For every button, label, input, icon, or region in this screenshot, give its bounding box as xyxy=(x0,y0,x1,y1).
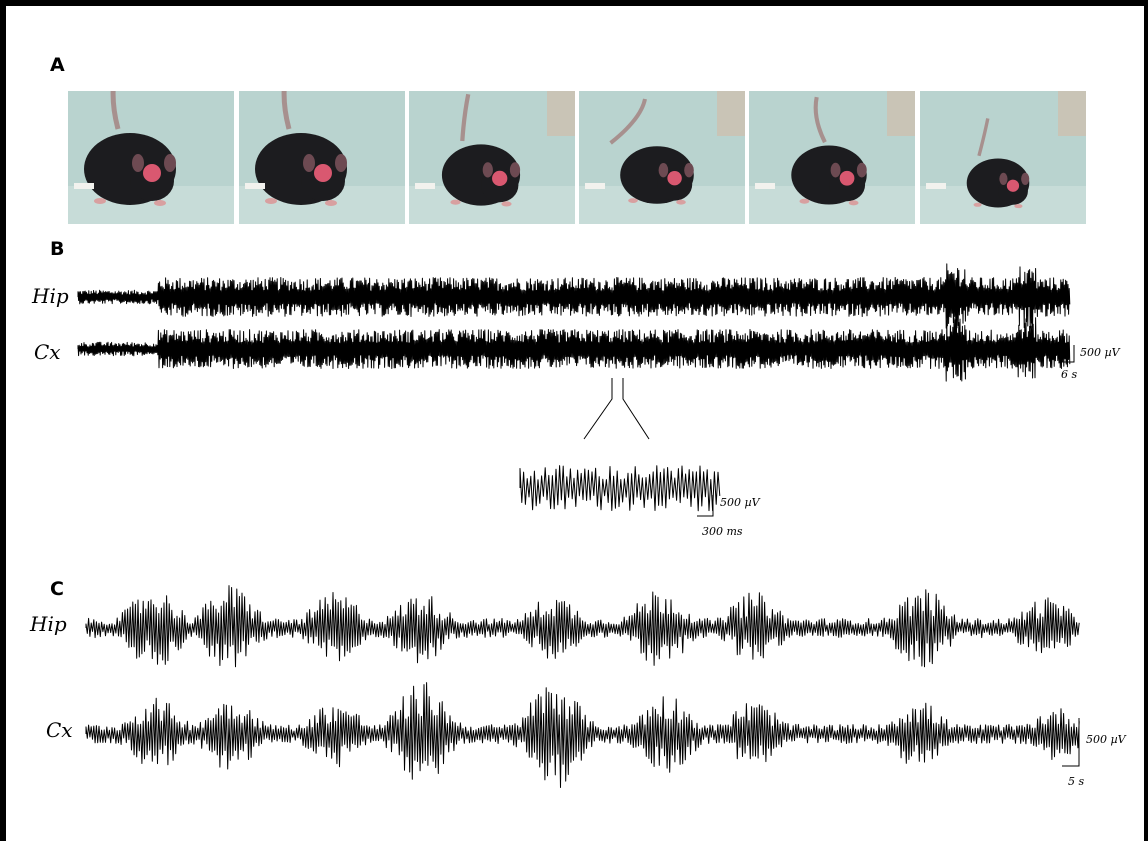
trace-label-c-hip: Hip xyxy=(30,612,67,636)
trace-label-b-hip: Hip xyxy=(32,284,69,308)
scale-voltage-c: 500 µV xyxy=(1086,733,1126,746)
trace-b-hip xyxy=(77,263,1071,329)
mouse-frame-icon xyxy=(579,91,745,224)
trace-c-hip xyxy=(85,585,1080,668)
scale-voltage-inset: 500 µV xyxy=(720,496,760,509)
scale-time-c: 5 s xyxy=(1068,775,1085,788)
trace-label-b-cx: Cx xyxy=(34,340,61,364)
scale-time-inset: 300 ms xyxy=(702,525,743,538)
zoom-line-right xyxy=(622,378,650,440)
scale-voltage-b: 500 µV xyxy=(1080,346,1120,359)
trace-label-c-cx: Cx xyxy=(46,718,73,742)
mouse-frame-icon xyxy=(239,91,405,224)
trace-c-cx xyxy=(85,682,1080,788)
mouse-frame-icon xyxy=(68,91,234,224)
eeg-traces xyxy=(77,263,1080,788)
scale-bar-c xyxy=(1062,718,1080,767)
trace-inset xyxy=(519,465,721,512)
scale-bar-inset xyxy=(697,495,714,517)
scale-time-b: 6 s xyxy=(1061,368,1078,381)
mouse-frame-icon xyxy=(920,91,1086,224)
panel-label-a: A xyxy=(50,54,65,76)
zoom-line-left xyxy=(583,378,613,440)
scale-bar-b xyxy=(1059,345,1075,363)
mouse-frame-icon xyxy=(409,91,575,224)
panel-label-b: B xyxy=(50,238,65,260)
mouse-frame-icon xyxy=(749,91,915,224)
trace-b-cx xyxy=(77,317,1071,382)
panel-label-c: C xyxy=(50,578,64,600)
